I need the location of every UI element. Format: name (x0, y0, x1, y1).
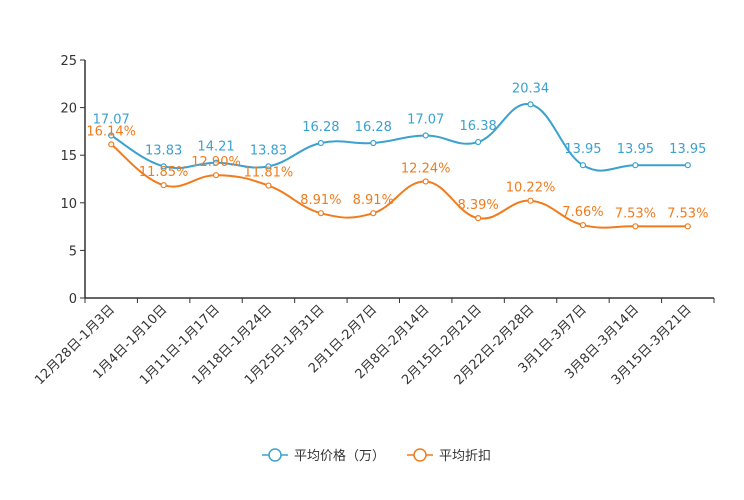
series-2-point[interactable] (212, 172, 220, 179)
series-1-data-label: 13.83 (145, 143, 182, 158)
series-1-data-label: 13.95 (564, 142, 601, 157)
series-1-point[interactable] (579, 162, 587, 169)
series-1-point[interactable] (212, 159, 220, 166)
series-2-point[interactable] (160, 182, 167, 189)
legend-marker-icon (413, 448, 427, 462)
y-tick-label: 10 (60, 197, 77, 212)
y-tick-label: 5 (69, 244, 77, 259)
series-2-point[interactable] (475, 215, 482, 222)
series-1-point[interactable] (632, 162, 639, 169)
data-labels-layer: 17.07 13.83 14.21 13.83 16.28 16.28 17.07 16.38… (86, 81, 708, 221)
series-1-data-label: 20.34 (512, 81, 549, 96)
series-1-point[interactable] (108, 132, 115, 139)
series-2-data-label: 8.91% (300, 193, 341, 208)
series-1-point[interactable] (317, 139, 324, 147)
series-1-data-label: 17.07 (407, 112, 444, 127)
series-2-point[interactable] (527, 197, 534, 204)
legend[interactable]: 平均价格（万） 平均折扣 (262, 448, 491, 464)
series-1-point[interactable] (160, 163, 167, 170)
y-tick-label: 0 (69, 292, 77, 307)
series-1-data-label: 16.28 (302, 120, 339, 135)
legend-label: 平均价格（万） (294, 448, 385, 464)
series-2-data-label: 7.66% (562, 205, 603, 220)
series-1-point[interactable] (370, 139, 377, 147)
series-2-data-label: 7.53% (615, 206, 656, 221)
series-1-point[interactable] (684, 162, 691, 169)
series-2-data-label: 8.39% (457, 198, 498, 213)
series-2-point[interactable] (579, 221, 587, 229)
series-2-point[interactable] (422, 178, 429, 185)
series-2-point[interactable] (632, 223, 639, 230)
series-2-data-label: 12.90% (191, 155, 241, 170)
series-2-point[interactable] (265, 182, 272, 189)
y-tick-label: 20 (60, 102, 77, 117)
y-tick-label: 25 (60, 54, 77, 69)
axes-layer: 051015202512月28日-1月3日1月4日-1月10日1月11日-1月1… (32, 54, 715, 388)
legend-label: 平均折扣 (439, 449, 491, 464)
series-1-data-label: 13.95 (617, 142, 654, 157)
series-2-point[interactable] (684, 223, 691, 230)
series-1-data-label: 16.28 (355, 120, 392, 135)
series-2-data-label: 8.91% (353, 193, 394, 208)
series-2-point[interactable] (317, 210, 324, 217)
legend-item-2[interactable]: 平均折扣 (407, 448, 491, 464)
legend-marker-icon (268, 448, 282, 462)
series-2-data-label: 11.85% (139, 165, 189, 180)
series-2-point[interactable] (108, 141, 115, 148)
series-2-data-label: 12.24% (401, 161, 451, 176)
series-1-data-label: 13.95 (669, 142, 706, 157)
series-layer (108, 101, 691, 230)
series-1-point[interactable] (527, 101, 534, 108)
y-tick-label: 15 (60, 149, 77, 164)
series-2-data-label: 10.22% (506, 181, 556, 196)
series-1-data-label: 17.07 (93, 112, 130, 127)
series-1-point[interactable] (422, 132, 429, 139)
series-1-data-label: 16.38 (460, 119, 497, 134)
series-1-data-label: 14.21 (197, 140, 234, 155)
series-2-data-label: 11.81% (244, 166, 294, 181)
series-2-point[interactable] (370, 210, 377, 217)
series-2-data-label: 16.14% (86, 124, 136, 139)
legend-item-1[interactable]: 平均价格（万） (262, 448, 385, 464)
series-1-data-label: 13.83 (250, 143, 287, 158)
series-1-point[interactable] (265, 163, 272, 170)
series-1-point[interactable] (475, 138, 482, 146)
series-2-data-label: 7.53% (667, 206, 708, 221)
